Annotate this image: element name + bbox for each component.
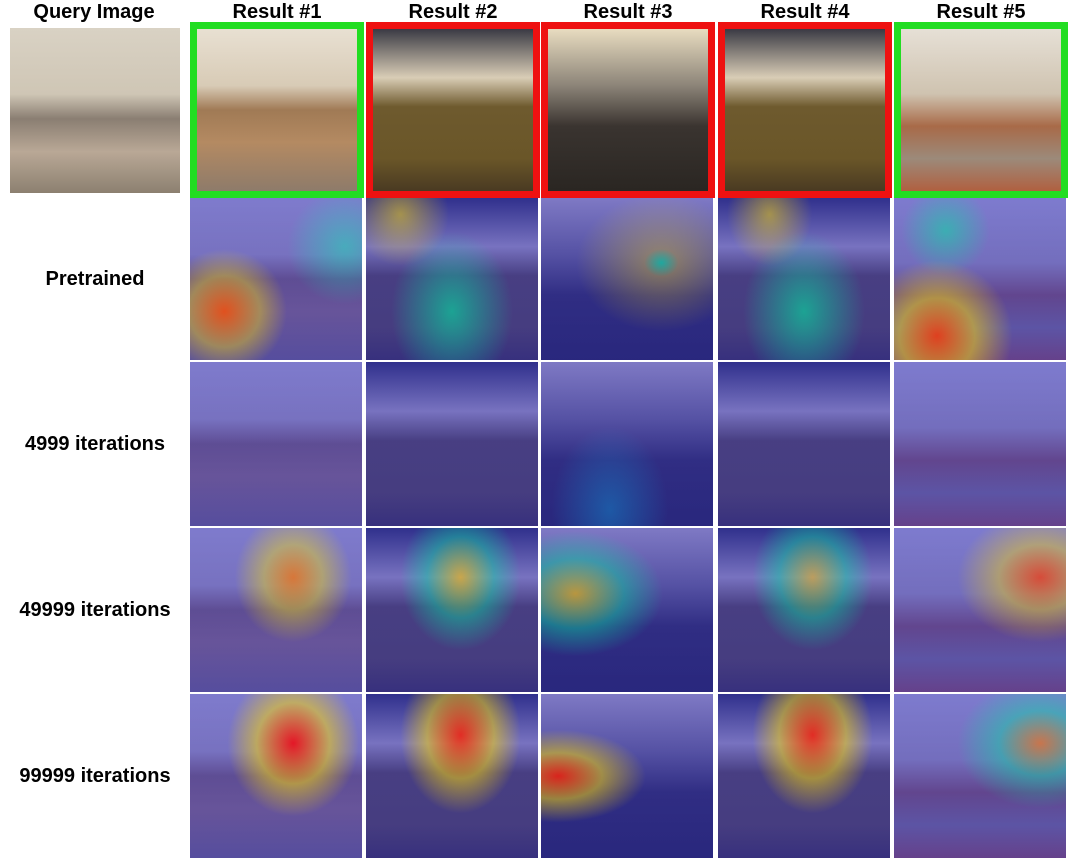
result-image [718,22,892,198]
heatmap-overlay [190,198,362,360]
photo [548,29,708,191]
heatmap-image [366,694,538,858]
photo [725,29,885,191]
heatmap-image [541,528,713,692]
heatmap-image [366,198,538,360]
photo [373,29,533,191]
heatmap-image [366,528,538,692]
heatmap-image [190,528,362,692]
column-header: Result #2 [408,1,498,23]
column-header: Query Image [33,1,155,23]
heatmap-overlay [541,694,713,858]
heatmap-image [190,198,362,360]
heatmap-overlay [541,198,713,360]
heatmap-image [541,362,713,526]
heatmap-image [366,362,538,526]
heatmap-image [718,528,890,692]
row-label: 49999 iterations [19,599,171,621]
heatmap-overlay [894,528,1066,692]
row-label: Pretrained [45,268,145,290]
heatmap-overlay [718,528,890,692]
heatmap-overlay [718,694,890,858]
heatmap-overlay [366,362,538,526]
row-label: 4999 iterations [24,433,166,455]
heatmap-image [894,198,1066,360]
heatmap-image [894,528,1066,692]
column-header: Result #5 [936,1,1026,23]
heatmap-overlay [541,528,713,692]
row-label: 99999 iterations [19,765,171,787]
heatmap-overlay [190,362,362,526]
column-header: Result #1 [232,1,322,23]
column-header: Result #3 [583,1,673,23]
result-image [894,22,1068,198]
photo [901,29,1061,191]
heatmap-image [894,694,1066,858]
heatmap-overlay [366,528,538,692]
query-image [10,28,180,193]
result-image [366,22,540,198]
heatmap-image [190,694,362,858]
heatmap-overlay [718,198,890,360]
heatmap-overlay [541,362,713,526]
heatmap-overlay [366,694,538,858]
heatmap-overlay [190,528,362,692]
heatmap-image [541,694,713,858]
heatmap-image [718,362,890,526]
heatmap-overlay [894,362,1066,526]
result-image [190,22,364,198]
heatmap-image [894,362,1066,526]
heatmap-overlay [894,694,1066,858]
heatmap-image [190,362,362,526]
photo [197,29,357,191]
heatmap-overlay [894,198,1066,360]
column-header: Result #4 [760,1,850,23]
heatmap-image [718,694,890,858]
heatmap-overlay [190,694,362,858]
heatmap-overlay [366,198,538,360]
heatmap-image [718,198,890,360]
result-image [541,22,715,198]
heatmap-overlay [718,362,890,526]
heatmap-image [541,198,713,360]
